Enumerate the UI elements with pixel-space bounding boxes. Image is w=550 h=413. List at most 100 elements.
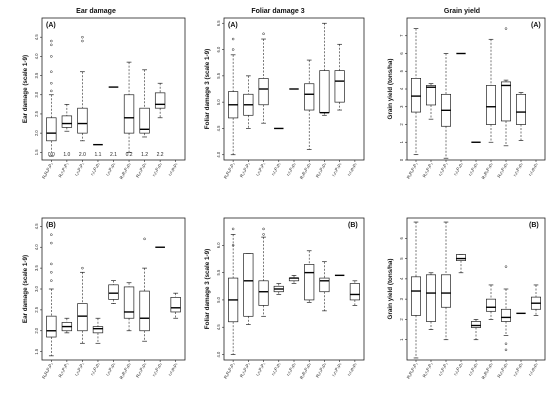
box-7 (501, 265, 512, 352)
iqr-box (334, 70, 345, 103)
y-axis-label: Foliar damage 3 (scale 1-9) (204, 49, 211, 130)
x-tick-label: r₂r₂p₂p₂ (527, 161, 538, 176)
y-tick-label: 5 (399, 69, 404, 72)
x-tick-label: r₂r₂P₂p₂ (512, 361, 524, 377)
x-tick-label: R₂r₂P₂p₂ (315, 161, 327, 178)
box-1 (411, 221, 422, 359)
box-9 (530, 284, 541, 316)
x-tick-label: r₂r₂P₂p₂ (151, 161, 163, 177)
iqr-box (123, 286, 135, 319)
box-3 (441, 53, 452, 159)
x-tick-label: r₁r₁P₁P₁ (74, 161, 85, 177)
outlier-point (50, 55, 53, 58)
box-6 (304, 59, 315, 150)
y-tick-label: 4 (399, 277, 404, 280)
box-annotation: 1.2 (141, 152, 148, 158)
box-2 (426, 83, 437, 120)
box-annotation: 2.1 (110, 152, 117, 158)
iqr-box (77, 303, 88, 332)
box-6 (123, 61, 135, 153)
x-tick-label: R₁R₁P₁P₁ (41, 161, 54, 179)
iqr-box (426, 274, 437, 322)
iqr-box (46, 117, 57, 142)
box-5 (288, 274, 300, 284)
box-4 (456, 254, 467, 274)
x-tick-label: r₂r₂P₂p₂ (151, 361, 163, 377)
y-tick-label: 4.0 (34, 53, 39, 59)
boxplot-panel-4: (B) 1.5 2.0 2.5 3.0 3.5 4.0 4.5 Ear damage (scal… (22, 217, 186, 380)
y-tick-label: 1 (399, 140, 404, 143)
iqr-box (258, 78, 269, 106)
panel-tag: (B) (529, 222, 539, 229)
boxplot-panel-1: (A) 1.5 2.0 2.5 3.0 3.5 4.0 4.5 Ear damage (scal… (22, 17, 186, 180)
x-tick-label: r₂r₂P₂p₂ (512, 161, 524, 177)
x-tick-label: r₁r₁P₂p₂ (105, 161, 116, 176)
box-annotation: 0.0 (48, 152, 55, 158)
y-tick-label: 3.0 (34, 91, 39, 97)
box-6 (304, 250, 315, 304)
box-4 (92, 317, 104, 344)
box-3 (77, 35, 88, 142)
box-annotation: 2.2 (157, 152, 164, 158)
x-tick-label: r₁r₁P₂p₂ (467, 361, 478, 376)
x-tick-label: R₁r₁P₁P₁ (57, 161, 69, 178)
x-tick-label: r₁r₁P₁P₁ (74, 361, 85, 377)
plot-frame (41, 17, 186, 161)
boxplot-panel-6: (B) 1 2 3 4 5 6 Grain yield (tons/ha) R₁R₁P₁P₁ R₁… (387, 217, 546, 380)
iqr-box (139, 290, 150, 332)
outlier-point (50, 70, 53, 73)
x-tick-label: r₁r₁P₁p₁ (452, 161, 463, 176)
y-tick-label: 3 (399, 105, 404, 108)
outlier-point (231, 244, 235, 247)
outlier-point (262, 233, 265, 236)
boxplot-panel-2: (A) 4.0 4.5 5.0 5.5 6.0 6.5 Foliar damage 3 (sc… (204, 17, 365, 180)
box-2 (61, 104, 73, 132)
y-tick-label: 4.0 (216, 351, 221, 357)
x-tick-label: r₁r₁P₂p₂ (285, 361, 296, 376)
box-1 (46, 233, 57, 357)
y-tick-label: 5.0 (216, 296, 221, 302)
outlier-point (81, 39, 84, 43)
y-tick-label: 2.0 (34, 130, 39, 136)
x-tick-label: R₁r₁P₁P₁ (421, 161, 433, 178)
y-tick-label: 2 (399, 123, 404, 126)
y-tick-label: 7 (399, 34, 404, 37)
box-8 (515, 92, 526, 141)
box-3 (258, 32, 269, 124)
x-tick-label: R₂r₂P₂p₂ (496, 361, 508, 378)
y-tick-label: 6.0 (216, 242, 221, 248)
x-tick-label: r₁r₁P₂p₂ (467, 161, 478, 176)
y-tick-label: 3.0 (34, 285, 39, 291)
y-tick-label: 3.5 (34, 72, 39, 78)
y-tick-label: 1.5 (34, 149, 39, 155)
outlier-point (50, 43, 53, 47)
outlier-point (504, 27, 508, 30)
x-tick-label: R₁r₁P₁P₁ (57, 361, 69, 378)
x-tick-label: R₂r₂P₂p₂ (496, 161, 508, 178)
x-tick-label: r₁r₁P₁p₁ (270, 361, 281, 376)
x-tick-label: r₁r₁P₁P₁ (255, 161, 266, 177)
box-7 (139, 237, 150, 342)
x-tick-label: R₂r₂P₂p₂ (135, 161, 147, 178)
y-axis-label: Grain yield (tons/ha) (387, 259, 394, 320)
box-1 (46, 39, 57, 157)
outlier-point (231, 48, 235, 51)
box-6 (486, 38, 497, 143)
box-2 (61, 317, 73, 334)
outlier-point (50, 81, 53, 85)
box-1 (228, 227, 239, 355)
x-tick-label: r₁r₁P₁p₁ (89, 161, 100, 176)
iqr-box (154, 92, 166, 109)
x-tick-label: r₂r₂p₂p₂ (346, 161, 357, 176)
outlier-point (50, 241, 53, 245)
box-5 (108, 280, 119, 304)
box-annotation: 0.2 (126, 152, 133, 158)
outlier-point (50, 271, 53, 274)
y-axis-label: Ear damage (scale 1-9) (22, 55, 29, 123)
iqr-box (441, 274, 452, 308)
iqr-box (349, 283, 360, 301)
outlier-point (504, 265, 508, 268)
y-tick-label: 4.0 (34, 244, 39, 250)
panels-group: (A) 1.5 2.0 2.5 3.0 3.5 4.0 4.5 Ear damage (scal… (22, 17, 546, 380)
y-axis-label: Ear damage (scale 1-9) (22, 255, 29, 323)
